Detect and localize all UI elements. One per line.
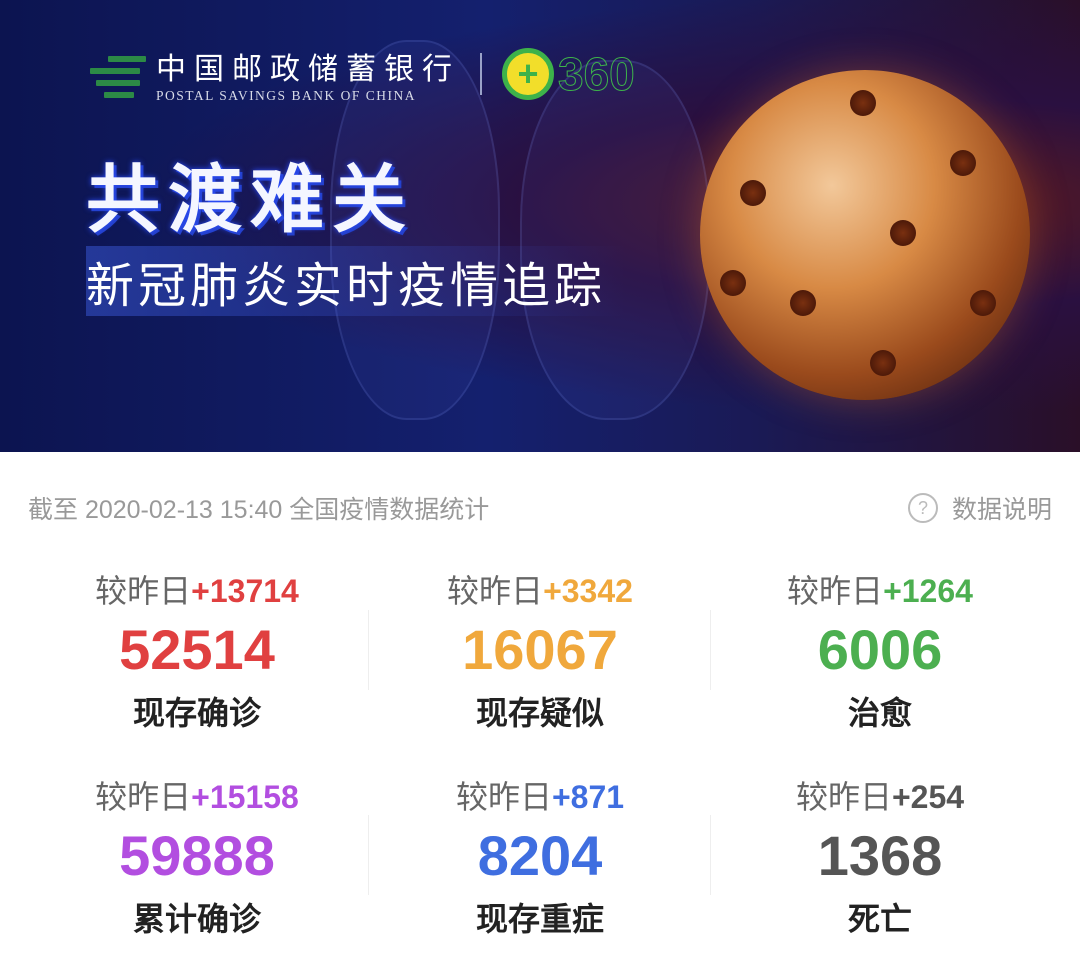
stat-delta: 较昨日+13714: [27, 566, 367, 612]
delta-value: +254: [891, 779, 965, 815]
delta-value: +15158: [191, 779, 299, 815]
stat-label: 死亡: [847, 901, 912, 937]
question-circle-icon: ?: [907, 493, 938, 523]
banner-title: 共渡难关: [86, 158, 414, 241]
stat-value: 8204: [477, 824, 603, 887]
delta-value: +1264: [883, 573, 973, 609]
divider: [368, 815, 369, 895]
stat-card: 较昨日+1264 6006 治愈: [710, 566, 1050, 734]
stat-value: 16067: [462, 618, 618, 681]
stat-label: 现存确诊: [132, 695, 261, 731]
stat-card: 较昨日+871 8204 现存重症: [370, 772, 710, 940]
stat-delta: 较昨日+871: [370, 772, 710, 818]
stat-label: 治愈: [847, 695, 912, 731]
delta-prefix: 较昨日: [455, 779, 552, 815]
banner-subtitle: 新冠肺炎实时疫情追踪: [86, 246, 627, 316]
data-timestamp: 截至 2020-02-13 15:40 全国疫情数据统计: [28, 496, 490, 524]
stat-value: 52514: [119, 618, 275, 681]
divider: [710, 815, 711, 895]
delta-prefix: 较昨日: [787, 573, 884, 609]
360-logo: + 360: [502, 47, 635, 101]
stat-delta: 较昨日+254: [710, 772, 1050, 818]
stat-value: 59888: [119, 824, 275, 887]
lung-graphic: [520, 60, 710, 420]
stat-delta: 较昨日+1264: [710, 566, 1050, 612]
delta-prefix: 较昨日: [447, 573, 544, 609]
virus-graphic: [700, 70, 1030, 400]
stat-value: 1368: [817, 824, 943, 887]
delta-value: +3342: [543, 573, 633, 609]
psbc-logo-icon: [90, 48, 146, 100]
logo-divider: [480, 53, 482, 95]
delta-value: +871: [551, 779, 625, 815]
divider: [710, 610, 711, 690]
bank-name-en: POSTAL SAVINGS BANK OF CHINA: [156, 88, 416, 103]
bank-name-cn: 中国邮政储蓄银行: [156, 52, 460, 87]
stat-card: 较昨日+15158 59888 累计确诊: [27, 772, 367, 940]
banner: 中国邮政储蓄银行 POSTAL SAVINGS BANK OF CHINA + …: [0, 0, 1080, 452]
delta-prefix: 较昨日: [795, 779, 892, 815]
delta-prefix: 较昨日: [95, 779, 192, 815]
stat-card: 较昨日+13714 52514 现存确诊: [27, 566, 367, 734]
stat-label: 现存重症: [475, 901, 604, 937]
stat-card: 较昨日+3342 16067 现存疑似: [370, 566, 710, 734]
stat-delta: 较昨日+15158: [27, 772, 367, 818]
stat-delta: 较昨日+3342: [370, 566, 710, 612]
help-label: 数据说明: [951, 496, 1052, 524]
data-explanation-link[interactable]: ? 数据说明: [907, 490, 1052, 526]
delta-prefix: 较昨日: [95, 573, 192, 609]
stat-label: 现存疑似: [475, 695, 604, 731]
divider: [368, 610, 369, 690]
delta-value: +13714: [191, 573, 299, 609]
stat-value: 6006: [817, 618, 943, 681]
stat-card: 较昨日+254 1368 死亡: [710, 772, 1050, 940]
stat-label: 累计确诊: [132, 901, 261, 937]
lung-graphic: [330, 40, 500, 420]
plus-icon: +: [502, 48, 554, 100]
